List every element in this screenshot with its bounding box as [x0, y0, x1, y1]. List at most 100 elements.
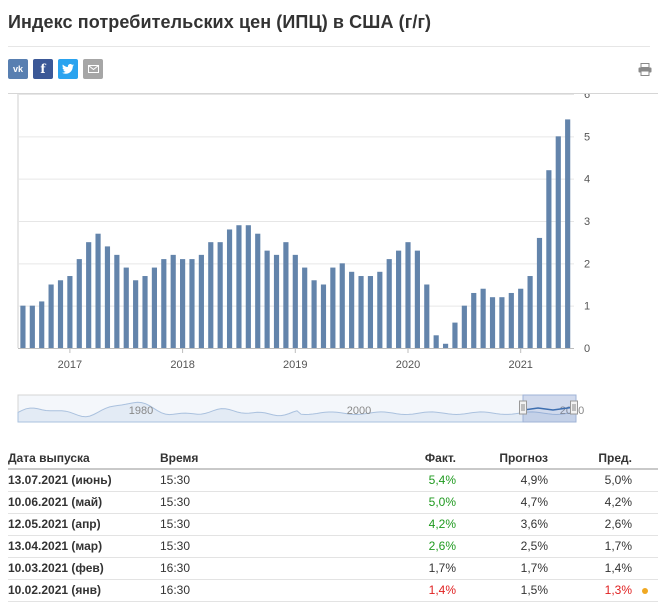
mail-share-button[interactable]	[83, 59, 103, 79]
row-forecast: 4,7%	[456, 491, 548, 514]
row-time: 15:30	[160, 513, 340, 536]
bar[interactable]	[264, 250, 270, 348]
bar[interactable]	[518, 288, 524, 348]
header-previous[interactable]: Пред.	[548, 447, 632, 470]
bar[interactable]	[461, 305, 467, 348]
navigator-left-handle[interactable]	[519, 400, 527, 415]
facebook-icon: f	[40, 62, 46, 76]
bar[interactable]	[236, 225, 242, 348]
bar[interactable]	[226, 229, 233, 348]
header-forecast[interactable]: Прогноз	[456, 447, 548, 470]
bar[interactable]	[349, 271, 355, 348]
bar[interactable]	[198, 254, 204, 348]
bar[interactable]	[367, 276, 374, 348]
row-previous: 5,0%	[548, 469, 632, 492]
bar[interactable]	[86, 242, 92, 348]
bar[interactable]	[471, 292, 477, 348]
row-forecast: 1,5%	[456, 579, 548, 602]
bar[interactable]	[255, 233, 261, 348]
bar[interactable]	[67, 276, 73, 348]
bar[interactable]	[377, 271, 383, 348]
table-row[interactable]: 12.05.2021 (апр) 15:30 4,2% 3,6% 2,6%	[8, 513, 658, 536]
bar[interactable]	[489, 297, 496, 348]
table-row[interactable]: 10.02.2021 (янв) 16:30 1,4% 1,5% 1,3%	[8, 579, 658, 602]
row-actual: 1,7%	[340, 557, 456, 580]
bar[interactable]	[151, 267, 157, 348]
bar[interactable]	[57, 280, 64, 348]
bar[interactable]	[452, 322, 458, 348]
facebook-share-button[interactable]: f	[33, 59, 53, 79]
row-time: 15:30	[160, 469, 340, 492]
bar[interactable]	[546, 170, 552, 348]
header-spacer	[632, 447, 658, 470]
row-date: 13.04.2021 (мар)	[8, 535, 160, 558]
bar[interactable]	[20, 305, 26, 348]
bar[interactable]	[499, 297, 505, 348]
header-time[interactable]: Время	[160, 447, 340, 470]
bar[interactable]	[39, 301, 45, 348]
row-previous: 4,2%	[548, 491, 632, 514]
navigator-right-handle[interactable]	[570, 400, 578, 415]
bar[interactable]	[555, 136, 561, 348]
bar[interactable]	[114, 254, 120, 348]
bar[interactable]	[480, 288, 486, 348]
twitter-share-button[interactable]	[58, 59, 78, 79]
bar[interactable]	[161, 259, 167, 348]
table-row[interactable]: 10.03.2021 (фев) 16:30 1,7% 1,7% 1,4%	[8, 557, 658, 580]
navigator-label: 1980	[129, 405, 153, 417]
bar[interactable]	[29, 305, 35, 348]
row-actual: 5,4%	[340, 469, 456, 492]
bar[interactable]	[386, 259, 392, 348]
bar[interactable]	[302, 267, 308, 348]
bar[interactable]	[330, 267, 336, 348]
bar[interactable]	[104, 246, 111, 348]
bar[interactable]	[189, 259, 195, 348]
bar[interactable]	[170, 254, 176, 348]
envelope-icon	[87, 65, 99, 73]
bar[interactable]	[273, 254, 280, 348]
bar[interactable]	[76, 259, 82, 348]
row-date: 10.03.2021 (фев)	[8, 557, 160, 580]
bar[interactable]	[95, 233, 101, 348]
row-date: 10.02.2021 (янв)	[8, 579, 160, 602]
row-date: 13.07.2021 (июнь)	[8, 469, 160, 492]
bar[interactable]	[311, 280, 317, 348]
bar[interactable]	[396, 250, 402, 348]
bar[interactable]	[405, 242, 411, 348]
bar[interactable]	[283, 242, 289, 348]
bar[interactable]	[433, 335, 439, 348]
row-time: 16:30	[160, 557, 340, 580]
header-date[interactable]: Дата выпуска	[8, 447, 160, 470]
bar[interactable]	[508, 292, 514, 348]
header-actual[interactable]: Факт.	[340, 447, 456, 470]
range-navigator[interactable]: 198020002020	[17, 394, 584, 423]
bar[interactable]	[358, 276, 364, 348]
bar[interactable]	[442, 343, 449, 348]
row-previous: 1,3%	[548, 579, 632, 602]
bar[interactable]	[180, 259, 186, 348]
row-forecast: 3,6%	[456, 513, 548, 536]
bar[interactable]	[424, 284, 430, 349]
bar[interactable]	[133, 280, 139, 348]
bar[interactable]	[245, 225, 251, 348]
bar[interactable]	[217, 242, 223, 348]
bar[interactable]	[123, 267, 129, 348]
x-tick-label: 2021	[508, 359, 532, 371]
table-row[interactable]: 10.06.2021 (май) 15:30 5,0% 4,7% 4,2%	[8, 491, 658, 514]
bar[interactable]	[208, 242, 214, 348]
vk-share-button[interactable]: vk	[8, 59, 28, 79]
bar[interactable]	[339, 263, 345, 348]
row-actual: 2,6%	[340, 535, 456, 558]
bar[interactable]	[565, 119, 571, 349]
table-row[interactable]: 13.04.2021 (мар) 15:30 2,6% 2,5% 1,7%	[8, 535, 658, 558]
bar[interactable]	[292, 254, 298, 348]
bar[interactable]	[536, 237, 543, 348]
bar[interactable]	[320, 284, 327, 349]
bar[interactable]	[414, 250, 420, 348]
bar[interactable]	[48, 284, 54, 349]
bar[interactable]	[527, 276, 533, 348]
bar[interactable]	[142, 276, 148, 348]
row-marker	[632, 513, 658, 536]
table-row[interactable]: 13.07.2021 (июнь) 15:30 5,4% 4,9% 5,0%	[8, 469, 658, 492]
printer-icon[interactable]	[638, 63, 652, 76]
